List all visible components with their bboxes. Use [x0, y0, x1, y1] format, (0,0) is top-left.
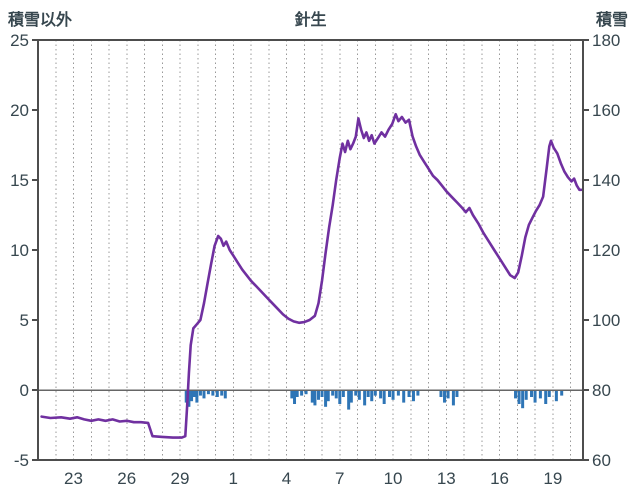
- bar: [220, 390, 224, 396]
- bar: [396, 390, 400, 396]
- bar: [354, 390, 358, 396]
- right-tick-label: 80: [592, 381, 611, 400]
- bar: [407, 390, 411, 397]
- bar: [544, 390, 548, 404]
- bar: [533, 390, 537, 403]
- left-tick-label: 15: [10, 171, 29, 190]
- bar: [290, 390, 294, 399]
- bar: [316, 390, 320, 400]
- bar: [334, 390, 338, 399]
- bar: [391, 390, 395, 400]
- bar: [206, 390, 210, 395]
- bar: [192, 390, 196, 397]
- x-tick-label: 7: [335, 469, 344, 488]
- x-tick-label: 26: [117, 469, 136, 488]
- bar: [402, 390, 406, 403]
- bar: [521, 390, 525, 409]
- bar: [184, 390, 188, 403]
- bar: [451, 390, 455, 406]
- bar: [554, 390, 558, 402]
- bar: [295, 390, 299, 397]
- bar: [187, 390, 191, 407]
- bar: [320, 390, 324, 397]
- bar: [223, 390, 227, 399]
- bar: [341, 390, 345, 397]
- bar: [382, 390, 386, 404]
- bar: [190, 390, 194, 402]
- left-tick-label: 25: [10, 31, 29, 50]
- left-tick-label: 20: [10, 101, 29, 120]
- bar: [455, 390, 459, 397]
- right-tick-label: 160: [592, 101, 620, 120]
- bar: [524, 390, 528, 400]
- bar: [538, 390, 542, 399]
- left-axis-title: 積雪以外: [8, 12, 73, 29]
- bar: [326, 390, 330, 402]
- right-tick-label: 120: [592, 241, 620, 260]
- bar: [370, 390, 374, 402]
- left-tick-label: 10: [10, 241, 29, 260]
- bar: [195, 390, 199, 403]
- bar: [373, 390, 377, 396]
- bar: [366, 390, 370, 397]
- bar: [293, 390, 297, 404]
- bar: [439, 390, 443, 397]
- right-tick-label: 180: [592, 31, 620, 50]
- x-tick-label: 13: [437, 469, 456, 488]
- line-series: [40, 112, 583, 439]
- bar: [338, 390, 342, 404]
- chart-title: 針生: [294, 12, 327, 29]
- x-tick-label: 23: [64, 469, 83, 488]
- bar: [416, 390, 420, 396]
- x-tick-label: 1: [229, 469, 238, 488]
- bar: [349, 390, 353, 403]
- bar: [387, 390, 391, 397]
- x-tick-label: 16: [490, 469, 509, 488]
- bar: [363, 390, 367, 406]
- right-tick-label: 140: [592, 171, 620, 190]
- right-axis-title: 積雪: [595, 12, 628, 29]
- bar: [446, 390, 450, 399]
- bar: [547, 390, 551, 397]
- right-tick-label: 60: [592, 451, 611, 470]
- bar: [357, 390, 361, 400]
- x-tick-label: 4: [282, 469, 291, 488]
- bar: [215, 390, 219, 397]
- bar: [202, 390, 206, 399]
- bar: [379, 390, 383, 399]
- left-tick-label: -5: [14, 451, 29, 470]
- bar: [198, 390, 202, 396]
- bar: [300, 390, 304, 396]
- left-tick-label: 0: [20, 381, 29, 400]
- bar: [310, 390, 314, 403]
- bar: [347, 390, 351, 410]
- left-tick-label: 5: [20, 311, 29, 330]
- bar: [514, 390, 518, 399]
- x-tick-label: 10: [384, 469, 403, 488]
- x-tick-label: 29: [171, 469, 190, 488]
- plot-frame: [37, 39, 584, 461]
- bar: [324, 390, 328, 407]
- bar: [211, 390, 215, 396]
- bar: [530, 390, 534, 397]
- bar: [517, 390, 521, 404]
- x-tick-label: 19: [543, 469, 562, 488]
- bar: [313, 390, 317, 406]
- bar: [411, 390, 415, 402]
- bar: [331, 390, 335, 396]
- bar: [443, 390, 447, 403]
- right-tick-label: 100: [592, 311, 620, 330]
- bar: [560, 390, 564, 396]
- bar: [304, 390, 308, 395]
